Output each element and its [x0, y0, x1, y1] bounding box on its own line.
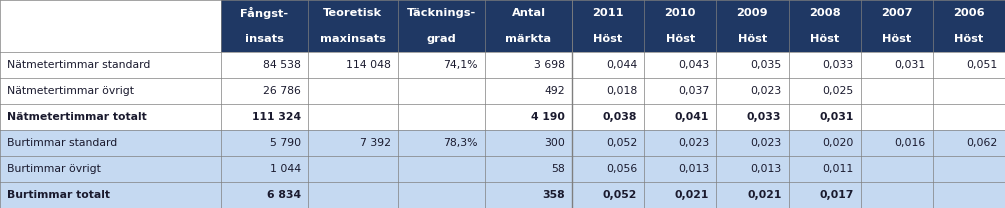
Bar	[0, 156, 1005, 182]
Text: Burtimmar totalt: Burtimmar totalt	[7, 190, 110, 200]
Text: 78,3%: 78,3%	[443, 138, 478, 148]
Text: 84 538: 84 538	[263, 60, 300, 70]
Text: 0,033: 0,033	[822, 60, 853, 70]
Text: 0,052: 0,052	[603, 190, 637, 200]
Text: Antal: Antal	[512, 8, 546, 18]
Text: 0,056: 0,056	[606, 164, 637, 174]
Bar	[0, 52, 1005, 78]
Bar	[0, 182, 1005, 208]
Text: 0,031: 0,031	[819, 112, 853, 122]
Text: 492: 492	[545, 86, 565, 96]
Bar	[789, 0, 860, 52]
Text: Nätmetertimmar övrigt: Nätmetertimmar övrigt	[7, 86, 134, 96]
Text: 2006: 2006	[953, 8, 985, 18]
Text: 111 324: 111 324	[251, 112, 300, 122]
Text: 0,044: 0,044	[606, 60, 637, 70]
Text: 74,1%: 74,1%	[443, 60, 478, 70]
Text: 0,021: 0,021	[675, 190, 710, 200]
Text: 0,031: 0,031	[894, 60, 926, 70]
Bar	[0, 104, 1005, 130]
Text: 0,035: 0,035	[750, 60, 782, 70]
Text: 0,023: 0,023	[750, 86, 782, 96]
Text: 2009: 2009	[737, 8, 768, 18]
Text: 3 698: 3 698	[534, 60, 565, 70]
Text: 0,051: 0,051	[967, 60, 998, 70]
Text: 0,023: 0,023	[678, 138, 710, 148]
Text: 2008: 2008	[809, 8, 840, 18]
Bar	[485, 0, 572, 52]
Text: Höst: Höst	[882, 34, 912, 44]
Text: 300: 300	[544, 138, 565, 148]
Text: 0,018: 0,018	[606, 86, 637, 96]
Text: 0,052: 0,052	[606, 138, 637, 148]
Text: 0,038: 0,038	[603, 112, 637, 122]
Text: Burtimmar standard: Burtimmar standard	[7, 138, 118, 148]
Text: 358: 358	[543, 190, 565, 200]
Text: Täcknings-: Täcknings-	[407, 8, 476, 18]
Text: 0,020: 0,020	[822, 138, 853, 148]
Bar	[644, 0, 717, 52]
Text: 2010: 2010	[664, 8, 696, 18]
Text: Höst: Höst	[665, 34, 694, 44]
Text: 0,016: 0,016	[894, 138, 926, 148]
Bar	[0, 130, 1005, 156]
Text: 6 834: 6 834	[266, 190, 300, 200]
Bar	[308, 0, 398, 52]
Text: Burtimmar övrigt: Burtimmar övrigt	[7, 164, 100, 174]
Bar	[717, 0, 789, 52]
Bar	[0, 78, 1005, 104]
Text: Höst: Höst	[594, 34, 623, 44]
Text: 58: 58	[551, 164, 565, 174]
Text: 0,037: 0,037	[678, 86, 710, 96]
Text: 1 044: 1 044	[269, 164, 300, 174]
Text: 0,013: 0,013	[750, 164, 782, 174]
Text: Teoretisk: Teoretisk	[324, 8, 383, 18]
Text: Höst: Höst	[955, 34, 984, 44]
Text: 0,041: 0,041	[675, 112, 710, 122]
Text: 0,013: 0,013	[678, 164, 710, 174]
Text: 0,023: 0,023	[750, 138, 782, 148]
Text: 0,033: 0,033	[747, 112, 782, 122]
Text: insats: insats	[245, 34, 283, 44]
Text: Nätmetertimmar standard: Nätmetertimmar standard	[7, 60, 151, 70]
Text: märkta: märkta	[506, 34, 552, 44]
Text: grad: grad	[426, 34, 456, 44]
Bar	[398, 0, 485, 52]
Bar	[0, 0, 221, 52]
Text: 2007: 2007	[881, 8, 913, 18]
Text: 5 790: 5 790	[269, 138, 300, 148]
Text: 0,025: 0,025	[822, 86, 853, 96]
Text: 7 392: 7 392	[360, 138, 391, 148]
Bar	[933, 0, 1005, 52]
Text: 0,011: 0,011	[822, 164, 853, 174]
Text: Nätmetertimmar totalt: Nätmetertimmar totalt	[7, 112, 147, 122]
Text: 0,043: 0,043	[678, 60, 710, 70]
Bar	[221, 0, 308, 52]
Text: Höst: Höst	[810, 34, 839, 44]
Text: 2011: 2011	[592, 8, 624, 18]
Text: maxinsats: maxinsats	[320, 34, 386, 44]
Text: 4 190: 4 190	[531, 112, 565, 122]
Text: Fångst-: Fångst-	[240, 7, 288, 19]
Text: 0,017: 0,017	[819, 190, 853, 200]
Text: 26 786: 26 786	[263, 86, 300, 96]
Bar	[860, 0, 933, 52]
Text: 114 048: 114 048	[346, 60, 391, 70]
Text: 0,021: 0,021	[747, 190, 782, 200]
Text: 0,062: 0,062	[967, 138, 998, 148]
Bar	[572, 0, 644, 52]
Text: Höst: Höst	[738, 34, 767, 44]
